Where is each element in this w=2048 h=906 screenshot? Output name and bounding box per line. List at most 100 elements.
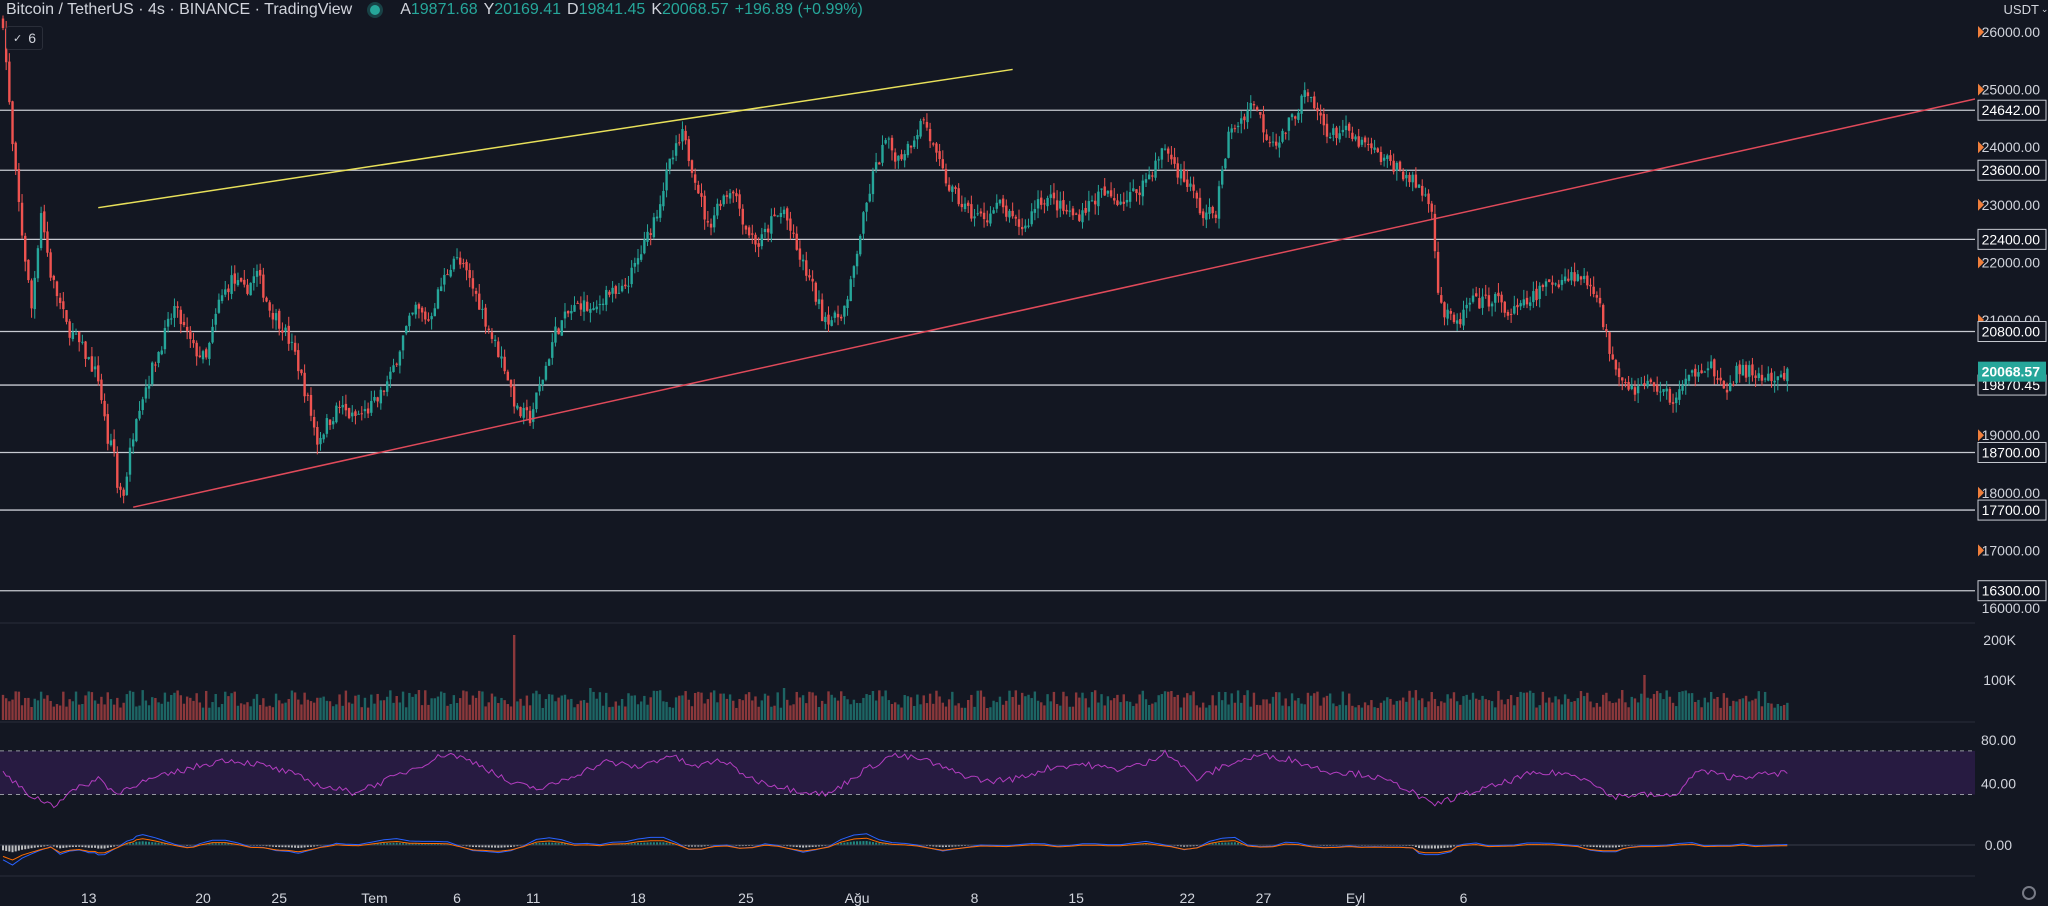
volume-bar [792, 704, 795, 720]
volume-bar [436, 696, 440, 720]
macd-histogram-bar [1433, 845, 1436, 849]
macd-histogram-bar [125, 843, 128, 845]
volume-bar [46, 695, 49, 720]
candle [493, 339, 497, 342]
macd-histogram-bar [373, 843, 376, 845]
volume-bar [389, 690, 392, 720]
gear-icon[interactable] [2022, 886, 2036, 900]
macd-histogram-bar [1424, 845, 1427, 849]
candle [646, 231, 649, 242]
candle [830, 320, 833, 326]
volume-bar [1617, 698, 1621, 720]
volume-bar [525, 695, 529, 720]
volume-bar [1138, 694, 1141, 720]
level-label-box [1977, 441, 2047, 463]
volume-bar [557, 697, 560, 720]
candle [900, 154, 903, 160]
candle [11, 101, 14, 145]
volume-bar [1306, 692, 1310, 720]
market-status-icon[interactable] [370, 5, 381, 15]
candle [1382, 157, 1386, 161]
macd-histogram-bar [395, 842, 398, 845]
candle [1459, 318, 1462, 325]
volume-bar [233, 691, 236, 720]
candle [122, 489, 125, 496]
volume-bar [500, 697, 503, 720]
macd-histogram-bar [798, 845, 801, 848]
candle [1128, 192, 1132, 202]
volume-bar [1325, 695, 1329, 720]
volume-bar [147, 705, 151, 720]
macd-histogram-bar [440, 843, 443, 845]
candle [776, 215, 779, 217]
volume-bar [684, 691, 687, 720]
indicator-count: 6 [28, 30, 37, 46]
volume-bar [166, 701, 170, 720]
macd-histogram-bar [944, 845, 947, 847]
candle [1233, 128, 1237, 130]
macd-histogram-bar [468, 845, 471, 847]
volume-bar [78, 704, 81, 720]
candle [373, 396, 376, 401]
volume-bar [258, 704, 262, 720]
candle [862, 212, 865, 234]
candle [354, 411, 357, 416]
candle [1020, 226, 1024, 230]
volume-bar [27, 697, 30, 720]
volume-bar [484, 706, 487, 720]
candle [1154, 160, 1157, 178]
macd-histogram-bar [224, 843, 227, 845]
macd-histogram-bar [65, 845, 68, 848]
candle [93, 366, 97, 370]
volume-bar [462, 690, 465, 720]
volume-bar [725, 698, 729, 720]
candle [284, 327, 287, 332]
volume-bar [1179, 707, 1183, 720]
candle [1189, 183, 1192, 187]
volume-bar [1741, 698, 1745, 720]
volume-bar [903, 695, 906, 720]
macd-histogram-bar [144, 841, 147, 845]
candle [252, 276, 256, 283]
volume-bar [1363, 702, 1367, 720]
volume-bar [1, 694, 5, 720]
volume-bar [351, 703, 354, 720]
volume-bar [1443, 702, 1446, 720]
macd-histogram-bar [1221, 842, 1224, 845]
volume-bar [1462, 696, 1465, 720]
volume-bar [541, 707, 544, 720]
candle [1649, 379, 1653, 382]
candle [1160, 148, 1164, 160]
candle [1646, 380, 1649, 387]
candle [1144, 179, 1148, 183]
candle [290, 341, 294, 343]
time-tick-label: 6 [453, 890, 461, 906]
candle [932, 143, 935, 145]
candle [786, 208, 789, 221]
volume-bar [309, 701, 313, 720]
currency-selector[interactable]: USDT ⌄ [2004, 0, 2048, 18]
macd-histogram-bar [265, 845, 268, 847]
macd-histogram-bar [554, 842, 557, 845]
candle [1541, 285, 1545, 288]
volume-bar [935, 690, 938, 720]
time-tick-label: 15 [1068, 890, 1084, 906]
candle [893, 152, 897, 162]
macd-histogram-bar [132, 842, 135, 845]
candle [1255, 107, 1259, 110]
macd-histogram-bar [690, 845, 693, 847]
macd-histogram-bar [135, 841, 138, 845]
indicators-toggle[interactable]: ✓ 6 [6, 26, 44, 50]
volume-bar [576, 704, 579, 720]
candle [1357, 136, 1360, 147]
candle [738, 194, 741, 209]
candle [967, 202, 970, 206]
volume-bar [297, 699, 300, 720]
volume-bar [1043, 705, 1046, 720]
candle [843, 305, 846, 317]
candle [541, 379, 544, 386]
candle [817, 299, 821, 304]
candle [1043, 203, 1046, 205]
volume-bar [1522, 692, 1526, 720]
